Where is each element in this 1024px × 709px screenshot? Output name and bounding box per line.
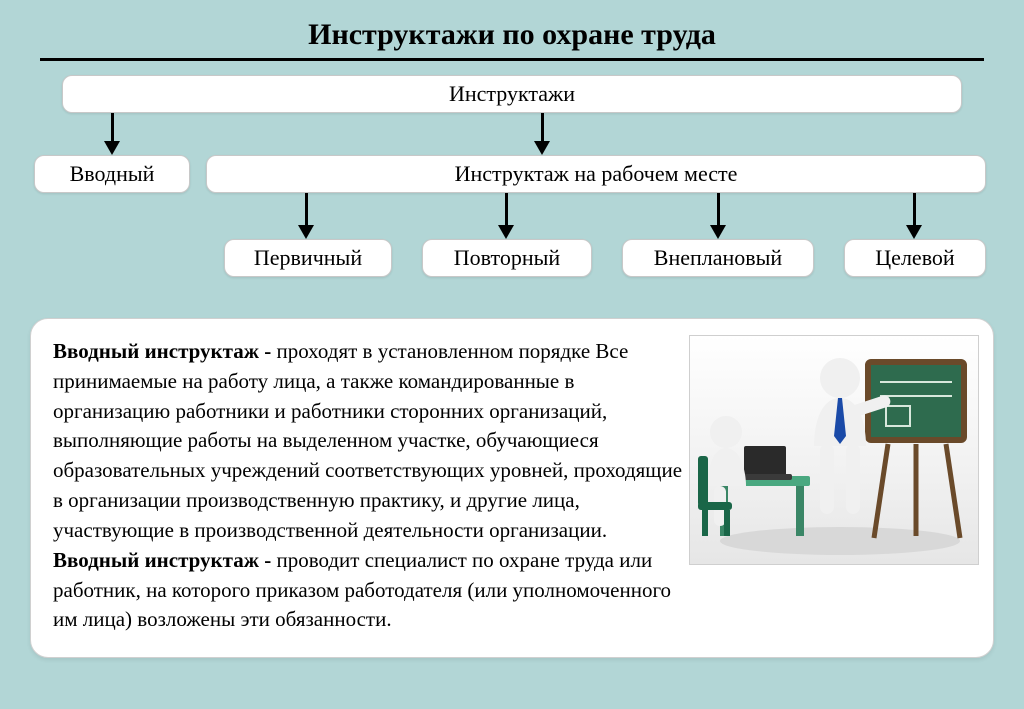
node-root: Инструктажи (62, 75, 962, 113)
hierarchy-chart: Инструктажи Вводный Инструктаж на рабоче… (34, 75, 990, 285)
page-title: Инструктажи по охране труда (30, 18, 994, 58)
desc-bold-2: Вводный инструктаж - (53, 548, 276, 572)
illustration (689, 335, 979, 565)
node-primary: Первичный (224, 239, 392, 277)
description-panel: Вводный инструктаж - проходят в установл… (30, 318, 994, 658)
title-rule (40, 58, 984, 61)
description-text: Вводный инструктаж - проходят в установл… (53, 337, 683, 635)
node-repeat: Повторный (422, 239, 592, 277)
node-unplanned: Внеплановый (622, 239, 814, 277)
node-targeted: Целевой (844, 239, 986, 277)
desc-bold-1: Вводный инструктаж - (53, 339, 276, 363)
desc-text-1: проходят в установленном порядке Все при… (53, 339, 682, 542)
node-workplace: Инструктаж на рабочем месте (206, 155, 986, 193)
training-illustration-icon (690, 336, 979, 565)
node-intro: Вводный (34, 155, 190, 193)
